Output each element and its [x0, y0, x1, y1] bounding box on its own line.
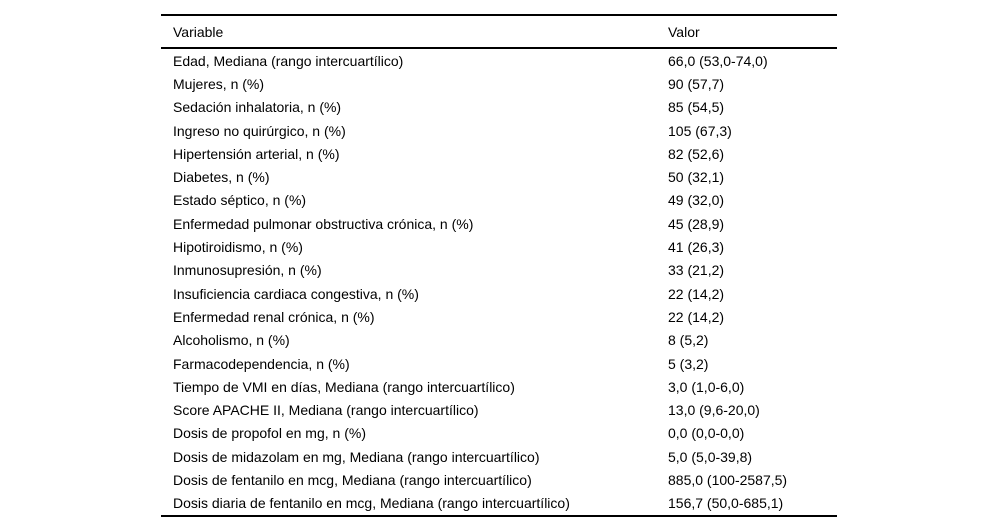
table-header: Variable Valor — [161, 15, 837, 49]
table-row: Dosis de midazolam en mg, Mediana (rango… — [161, 445, 837, 468]
valor-cell: 82 (52,6) — [668, 145, 725, 162]
variable-cell: Tiempo de VMI en días, Mediana (rango in… — [173, 378, 515, 395]
table-row: Hipotiroidismo, n (%) 41 (26,3) — [161, 235, 837, 258]
variable-cell: Score APACHE II, Mediana (rango intercua… — [173, 402, 479, 419]
table-row: Diabetes, n (%) 50 (32,1) — [161, 165, 837, 188]
valor-cell: 156,7 (50,0-685,1) — [668, 495, 784, 512]
variable-cell: Dosis de fentanilo en mcg, Mediana (rang… — [173, 471, 532, 488]
table-row: Farmacodependencia, n (%) 5 (3,2) — [161, 352, 837, 375]
column-header-variable: Variable — [161, 15, 668, 49]
variable-cell: Hipotiroidismo, n (%) — [173, 239, 303, 256]
table-body: Edad, Mediana (rango intercuartílico) 66,… — [161, 48, 837, 516]
table-row: Enfermedad pulmonar obstructiva crónica,… — [161, 212, 837, 235]
column-header-valor: Valor — [668, 15, 837, 49]
variable-cell: Alcoholismo, n (%) — [173, 332, 290, 349]
variable-cell: Dosis de propofol en mg, n (%) — [173, 425, 366, 442]
valor-cell: 85 (54,5) — [668, 99, 725, 116]
variable-cell: Insuficiencia cardiaca congestiva, n (%) — [173, 285, 419, 302]
valor-cell: 105 (67,3) — [668, 122, 732, 139]
variable-cell: Farmacodependencia, n (%) — [173, 355, 350, 372]
valor-cell: 8 (5,2) — [668, 332, 709, 349]
table-row: Ingreso no quirúrgico, n (%) 105 (67,3) — [161, 119, 837, 142]
table-row: Enfermedad renal crónica, n (%) 22 (14,2) — [161, 305, 837, 328]
table-row: Dosis de fentanilo en mcg, Mediana (rang… — [161, 468, 837, 491]
variable-cell: Ingreso no quirúrgico, n (%) — [173, 122, 346, 139]
variable-cell: Inmunosupresión, n (%) — [173, 262, 322, 279]
valor-cell: 41 (26,3) — [668, 239, 725, 256]
table-row: Alcoholismo, n (%) 8 (5,2) — [161, 329, 837, 352]
valor-cell: 49 (32,0) — [668, 192, 725, 209]
variable-cell: Enfermedad pulmonar obstructiva crónica,… — [173, 215, 474, 232]
valor-cell: 885,0 (100-2587,5) — [668, 471, 788, 488]
valor-cell: 66,0 (53,0-74,0) — [668, 52, 768, 69]
table-row: Insuficiencia cardiaca congestiva, n (%)… — [161, 282, 837, 305]
variable-cell: Diabetes, n (%) — [173, 169, 270, 186]
valor-cell: 90 (57,7) — [668, 75, 725, 92]
variable-cell: Enfermedad renal crónica, n (%) — [173, 308, 375, 325]
table-row: Score APACHE II, Mediana (rango intercua… — [161, 398, 837, 421]
valor-cell: 22 (14,2) — [668, 308, 725, 325]
table-row: Dosis diaria de fentanilo en mcg, Median… — [161, 492, 837, 516]
valor-cell: 22 (14,2) — [668, 285, 725, 302]
valor-cell: 50 (32,1) — [668, 169, 725, 186]
variable-cell: Dosis de midazolam en mg, Mediana (rango… — [173, 448, 540, 465]
variable-cell: Sedación inhalatoria, n (%) — [173, 99, 342, 116]
variable-cell: Estado séptico, n (%) — [173, 192, 307, 209]
table-row: Hipertensión arterial, n (%) 82 (52,6) — [161, 142, 837, 165]
variable-cell: Mujeres, n (%) — [173, 75, 265, 92]
valor-cell: 33 (21,2) — [668, 262, 725, 279]
patient-statistics-table: Variable Valor Edad, Mediana (rango inte… — [161, 14, 837, 517]
valor-cell: 5 (3,2) — [668, 355, 709, 372]
table-row: Mujeres, n (%) 90 (57,7) — [161, 72, 837, 95]
table-row: Estado séptico, n (%) 49 (32,0) — [161, 189, 837, 212]
variable-cell: Hipertensión arterial, n (%) — [173, 145, 340, 162]
valor-cell: 3,0 (1,0-6,0) — [668, 378, 745, 395]
table-row: Sedación inhalatoria, n (%) 85 (54,5) — [161, 96, 837, 119]
valor-cell: 0,0 (0,0-0,0) — [668, 425, 745, 442]
table-row: Tiempo de VMI en días, Mediana (rango in… — [161, 375, 837, 398]
variable-valor-table: Variable Valor Edad, Mediana (rango inte… — [161, 14, 837, 517]
variable-cell: Edad, Mediana (rango intercuartílico) — [173, 52, 404, 69]
table-row: Edad, Mediana (rango intercuartílico) 66,… — [161, 48, 837, 72]
valor-cell: 45 (28,9) — [668, 215, 725, 232]
table-row: Inmunosupresión, n (%) 33 (21,2) — [161, 259, 837, 282]
header-row: Variable Valor — [161, 15, 837, 49]
table-row: Dosis de propofol en mg, n (%) 0,0 (0,0-0… — [161, 422, 837, 445]
variable-cell: Dosis diaria de fentanilo en mcg, Median… — [173, 495, 570, 512]
valor-cell: 5,0 (5,0-39,8) — [668, 448, 753, 465]
valor-cell: 13,0 (9,6-20,0) — [668, 402, 760, 419]
